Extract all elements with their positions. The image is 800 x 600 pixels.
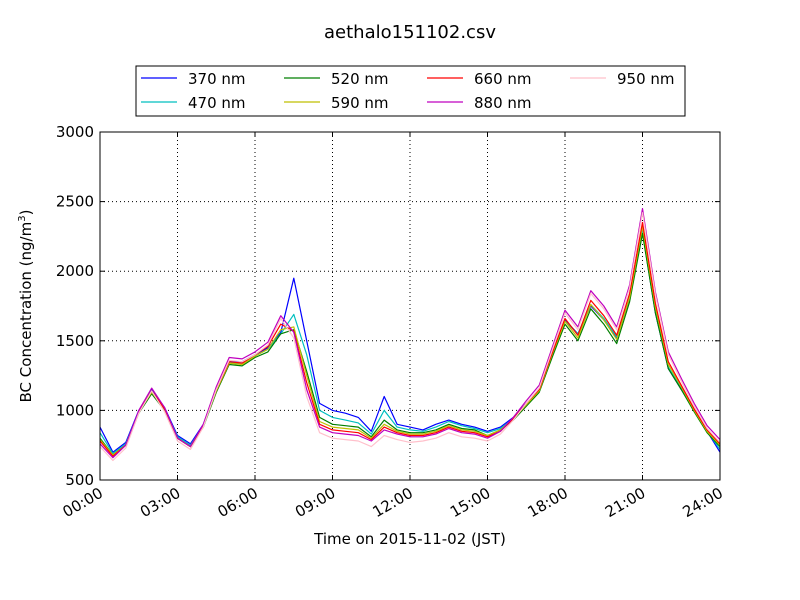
series-lines [99, 208, 721, 462]
x-tick-label: 18:00 [525, 484, 571, 521]
legend-item: 880 nm [427, 94, 532, 112]
legend-box [135, 65, 686, 117]
x-tick-label: 15:00 [447, 484, 493, 521]
legend-label: 520 nm [331, 70, 389, 88]
y-tick-label: 1000 [56, 401, 94, 419]
chart-title: aethalo151102.csv [324, 22, 496, 43]
legend-item: 660 nm [427, 70, 532, 88]
y-tick-label: 1500 [56, 332, 94, 350]
y-axis-label: BC Concentration (ng/m3) [17, 210, 35, 403]
legend-label: 880 nm [474, 94, 532, 112]
legend: 370 nm 470 nm 520 nm 590 nm 660 nm 880 nm 950 … [135, 65, 686, 117]
x-tick-label: 09:00 [292, 484, 338, 521]
legend-label: 470 nm [188, 94, 246, 112]
legend-label: 660 nm [474, 70, 532, 88]
y-axis-label-sup: 3 [17, 215, 28, 221]
y-tick-label: 3000 [56, 123, 94, 141]
x-axis: 00:00 03:00 06:00 09:00 12:00 15:00 18:00 21:00… [60, 132, 726, 521]
series-line-370-nm [99, 231, 721, 453]
x-tick-label: 00:00 [60, 484, 106, 521]
x-tick-label: 12:00 [370, 484, 416, 521]
x-axis-label: Time on 2015-11-02 (JST) [313, 530, 506, 548]
legend-label: 950 nm [617, 70, 675, 88]
x-tick-label: 24:00 [680, 484, 726, 521]
legend-label: 370 nm [188, 70, 246, 88]
legend-item: 950 nm [570, 70, 675, 88]
y-axis-label-close: ) [17, 210, 35, 216]
x-tick-label: 06:00 [215, 484, 261, 521]
legend-item: 590 nm [284, 94, 389, 112]
x-tick-label: 21:00 [602, 484, 648, 521]
legend-item: 470 nm [141, 94, 246, 112]
series-line-470-nm [99, 228, 721, 455]
y-tick-label: 2500 [56, 193, 94, 211]
y-axis-label-main: BC Concentration (ng/m [17, 222, 35, 403]
y-tick-label: 500 [65, 471, 94, 489]
series-line-950-nm [99, 212, 721, 462]
legend-label: 590 nm [331, 94, 389, 112]
legend-item: 370 nm [141, 70, 246, 88]
grid-lines [100, 132, 720, 480]
y-axis: 500 1000 1500 2000 2500 3000 [56, 123, 720, 489]
legend-item: 520 nm [284, 70, 389, 88]
series-line-660-nm [99, 221, 721, 457]
x-tick-label: 03:00 [137, 484, 183, 521]
series-line-880-nm [99, 208, 721, 459]
y-tick-label: 2000 [56, 262, 94, 280]
